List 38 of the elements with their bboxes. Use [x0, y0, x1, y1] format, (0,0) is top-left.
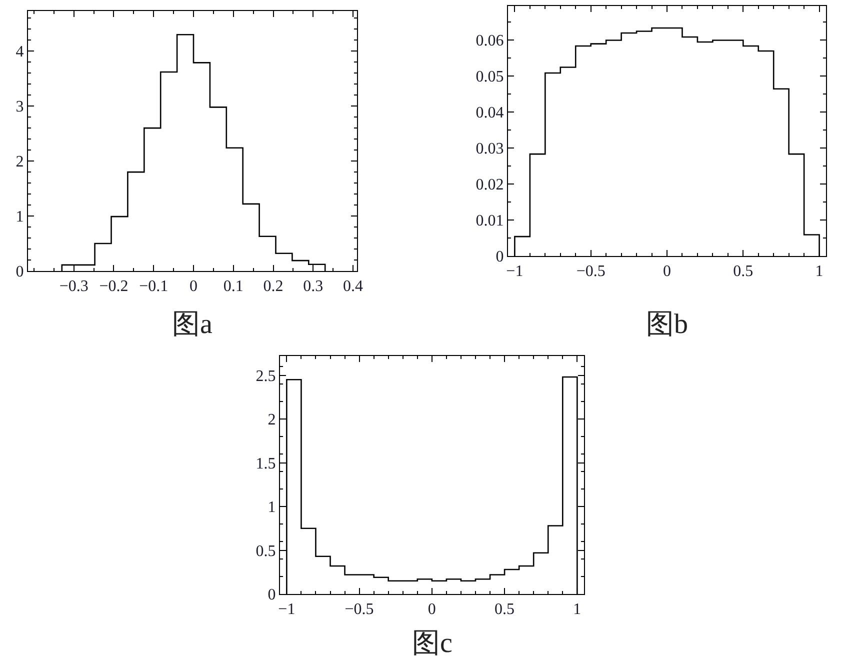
x-tick-label: 0.2 [263, 278, 284, 296]
x-tick-label: 0.5 [494, 601, 515, 618]
x-tick-label: −1 [506, 263, 524, 280]
y-tick-label: 1.5 [256, 455, 276, 472]
x-tick-label: −0.3 [59, 278, 88, 296]
y-tick-label: 0.03 [476, 140, 504, 158]
x-tick-label: 0.1 [223, 278, 244, 296]
y-tick-label: 1 [16, 208, 24, 226]
x-tick-label: 0.3 [303, 278, 324, 296]
text: 图b [646, 309, 688, 340]
y-tick-label: 3 [16, 98, 24, 116]
y-tick-label: 2 [268, 412, 276, 429]
y-tick-label: 0.06 [476, 32, 504, 50]
y-tick-label: 0.04 [476, 104, 504, 122]
y-tick-label: 0 [496, 248, 504, 266]
x-tick-label: 0 [663, 263, 671, 280]
y-tick-label: 4 [16, 44, 24, 61]
x-tick-label: 0 [190, 278, 198, 296]
x-tick-label: 1 [815, 263, 824, 280]
x-tick-label: 0 [428, 601, 436, 618]
y-tick-label: 0.5 [256, 542, 276, 560]
y-tick-label: 0 [268, 586, 276, 604]
y-tick-label: 0.05 [476, 68, 504, 86]
y-tick-label: 2.5 [256, 368, 276, 385]
y-tick-label: 0.02 [476, 176, 504, 194]
x-tick-label: −0.5 [576, 263, 606, 280]
y-tick-label: 1 [268, 499, 276, 516]
x-tick-label: 0.4 [343, 278, 364, 296]
x-tick-label: −1 [278, 601, 296, 618]
x-tick-label: 1 [573, 601, 582, 618]
text: 图a [172, 309, 213, 340]
x-tick-label: 0.5 [733, 263, 754, 280]
text: 图c [412, 628, 452, 659]
x-tick-label: −0.1 [139, 278, 168, 296]
x-tick-label: −0.5 [344, 601, 374, 618]
y-tick-label: 2 [16, 154, 24, 171]
x-tick-label: −0.2 [99, 278, 128, 296]
y-tick-label: 0.01 [476, 212, 504, 230]
